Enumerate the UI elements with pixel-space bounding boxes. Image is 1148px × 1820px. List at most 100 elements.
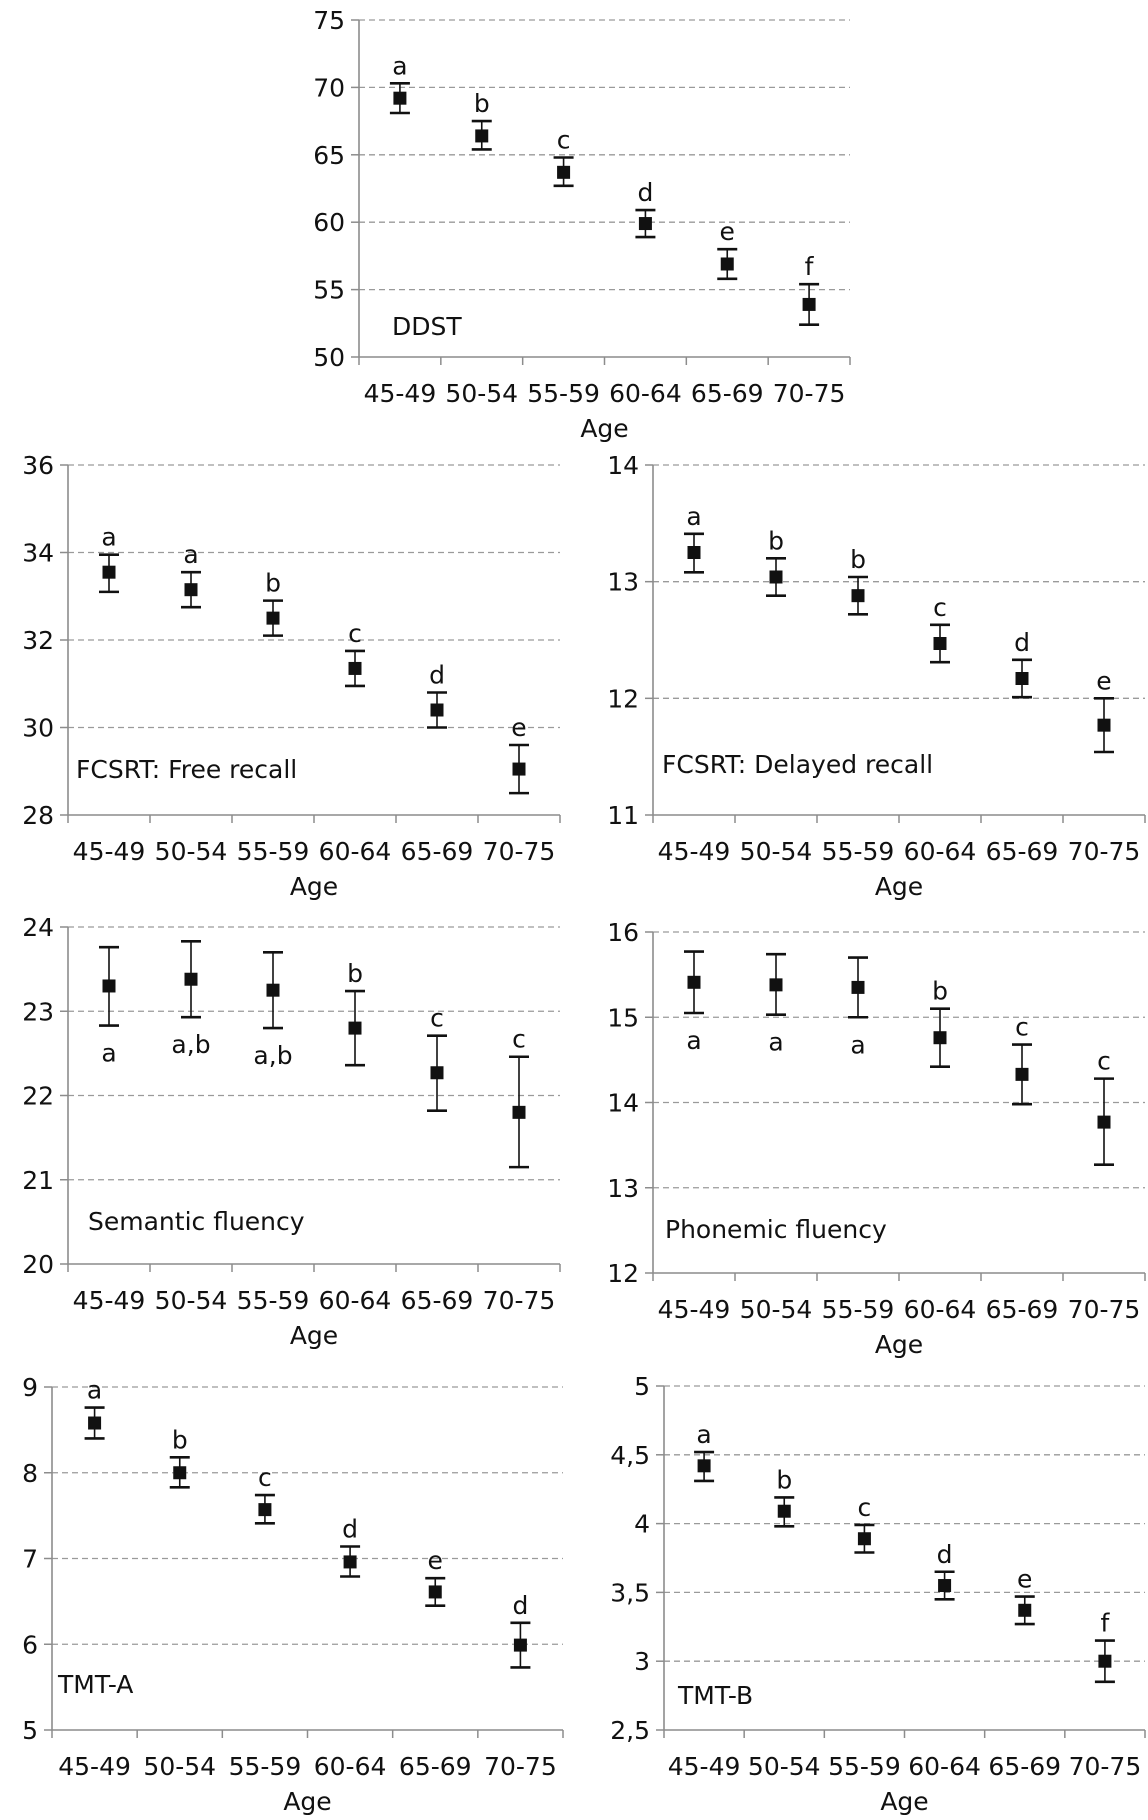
significance-letter: a bbox=[768, 1028, 783, 1057]
x-tick-label: 55-59 bbox=[237, 1286, 310, 1315]
significance-letter: b bbox=[768, 526, 784, 555]
significance-letter: a bbox=[183, 540, 198, 569]
significance-letter: e bbox=[1096, 666, 1111, 695]
x-tick-label: 60-64 bbox=[314, 1752, 387, 1781]
x-axis-title: Age bbox=[290, 1321, 338, 1350]
significance-letter: b bbox=[850, 545, 866, 574]
data-point bbox=[173, 1466, 187, 1480]
data-point bbox=[1015, 672, 1029, 685]
panel-title: TMT-A bbox=[57, 1670, 133, 1699]
x-tick-label: 50-54 bbox=[445, 379, 518, 408]
panel-title: Semantic fluency bbox=[88, 1207, 305, 1236]
panel-title: TMT-B bbox=[677, 1681, 753, 1710]
x-tick-label: 70-75 bbox=[484, 1752, 557, 1781]
y-tick-label: 20 bbox=[22, 1250, 54, 1279]
data-point bbox=[512, 1105, 526, 1119]
x-tick-label: 55-59 bbox=[822, 1295, 895, 1324]
y-tick-label: 2,5 bbox=[610, 1716, 650, 1745]
y-tick-label: 75 bbox=[313, 6, 345, 35]
x-tick-label: 45-49 bbox=[668, 1752, 741, 1781]
y-tick-label: 7 bbox=[22, 1545, 38, 1574]
data-point bbox=[769, 570, 783, 584]
data-point bbox=[697, 1459, 711, 1473]
y-tick-label: 6 bbox=[22, 1630, 38, 1659]
significance-letter: a bbox=[686, 1026, 701, 1055]
y-tick-label: 34 bbox=[22, 539, 54, 568]
significance-letter: c bbox=[933, 593, 947, 622]
x-tick-label: 70-75 bbox=[483, 1286, 556, 1315]
data-point bbox=[348, 661, 362, 675]
significance-letter: a bbox=[87, 1376, 102, 1405]
x-tick-label: 60-64 bbox=[904, 1295, 977, 1324]
x-tick-label: 45-49 bbox=[364, 379, 437, 408]
significance-letter: a bbox=[101, 1039, 116, 1068]
significance-letter: b bbox=[776, 1465, 792, 1494]
data-point bbox=[513, 1638, 527, 1652]
y-tick-label: 14 bbox=[607, 1089, 639, 1118]
x-axis-title: Age bbox=[283, 1787, 331, 1816]
y-tick-label: 24 bbox=[22, 913, 54, 942]
data-point bbox=[475, 129, 489, 143]
significance-letter: f bbox=[805, 252, 815, 281]
x-tick-label: 50-54 bbox=[748, 1752, 821, 1781]
x-tick-label: 45-49 bbox=[73, 1286, 146, 1315]
x-tick-label: 70-75 bbox=[1069, 1752, 1142, 1781]
x-tick-label: 50-54 bbox=[740, 1295, 813, 1324]
x-tick-label: 65-69 bbox=[401, 1286, 474, 1315]
data-point bbox=[348, 1021, 362, 1035]
x-tick-label: 55-59 bbox=[822, 837, 895, 866]
y-tick-label: 4 bbox=[634, 1510, 650, 1539]
significance-letter: e bbox=[1017, 1565, 1032, 1594]
panel-title: Phonemic fluency bbox=[665, 1215, 887, 1244]
significance-letter: c bbox=[512, 1025, 526, 1054]
x-tick-label: 65-69 bbox=[988, 1752, 1061, 1781]
data-point bbox=[258, 1503, 272, 1517]
x-tick-label: 60-64 bbox=[609, 379, 682, 408]
x-axis-title: Age bbox=[580, 414, 628, 443]
x-axis-title: Age bbox=[875, 1330, 923, 1359]
significance-letter: c bbox=[258, 1463, 272, 1492]
y-tick-label: 5 bbox=[634, 1372, 650, 1401]
significance-letter: e bbox=[428, 1546, 443, 1575]
data-point bbox=[1015, 1067, 1029, 1081]
significance-letter: a bbox=[686, 502, 701, 531]
y-tick-label: 14 bbox=[607, 451, 639, 480]
y-tick-label: 30 bbox=[22, 714, 54, 743]
data-point bbox=[769, 978, 783, 992]
data-point bbox=[857, 1532, 871, 1546]
x-tick-label: 70-75 bbox=[773, 379, 846, 408]
data-point bbox=[687, 975, 701, 989]
y-tick-label: 16 bbox=[607, 918, 639, 947]
significance-letter: a,b bbox=[171, 1030, 210, 1059]
y-tick-label: 11 bbox=[607, 801, 639, 830]
x-tick-label: 45-49 bbox=[58, 1752, 131, 1781]
y-tick-label: 23 bbox=[22, 997, 54, 1026]
panel-title: DDST bbox=[392, 312, 462, 341]
x-tick-label: 50-54 bbox=[155, 1286, 228, 1315]
y-tick-label: 50 bbox=[313, 343, 345, 372]
data-point bbox=[851, 980, 865, 994]
y-tick-label: 28 bbox=[22, 801, 54, 830]
significance-letter: e bbox=[720, 217, 735, 246]
x-tick-label: 50-54 bbox=[143, 1752, 216, 1781]
significance-letter: d bbox=[637, 178, 653, 207]
significance-letter: b bbox=[172, 1425, 188, 1454]
data-point bbox=[88, 1416, 102, 1430]
y-tick-label: 13 bbox=[607, 1174, 639, 1203]
x-tick-label: 60-64 bbox=[319, 837, 392, 866]
x-axis-title: Age bbox=[290, 872, 338, 901]
y-tick-label: 3 bbox=[634, 1647, 650, 1676]
x-tick-label: 55-59 bbox=[229, 1752, 302, 1781]
data-point bbox=[430, 703, 444, 717]
x-tick-label: 55-59 bbox=[237, 837, 310, 866]
significance-letter: d bbox=[1014, 628, 1030, 657]
x-tick-label: 45-49 bbox=[658, 837, 731, 866]
significance-letter: d bbox=[342, 1514, 358, 1543]
significance-letter: a bbox=[101, 523, 116, 552]
x-tick-label: 60-64 bbox=[904, 837, 977, 866]
x-tick-label: 45-49 bbox=[658, 1295, 731, 1324]
y-tick-label: 15 bbox=[607, 1003, 639, 1032]
data-point bbox=[184, 583, 198, 597]
